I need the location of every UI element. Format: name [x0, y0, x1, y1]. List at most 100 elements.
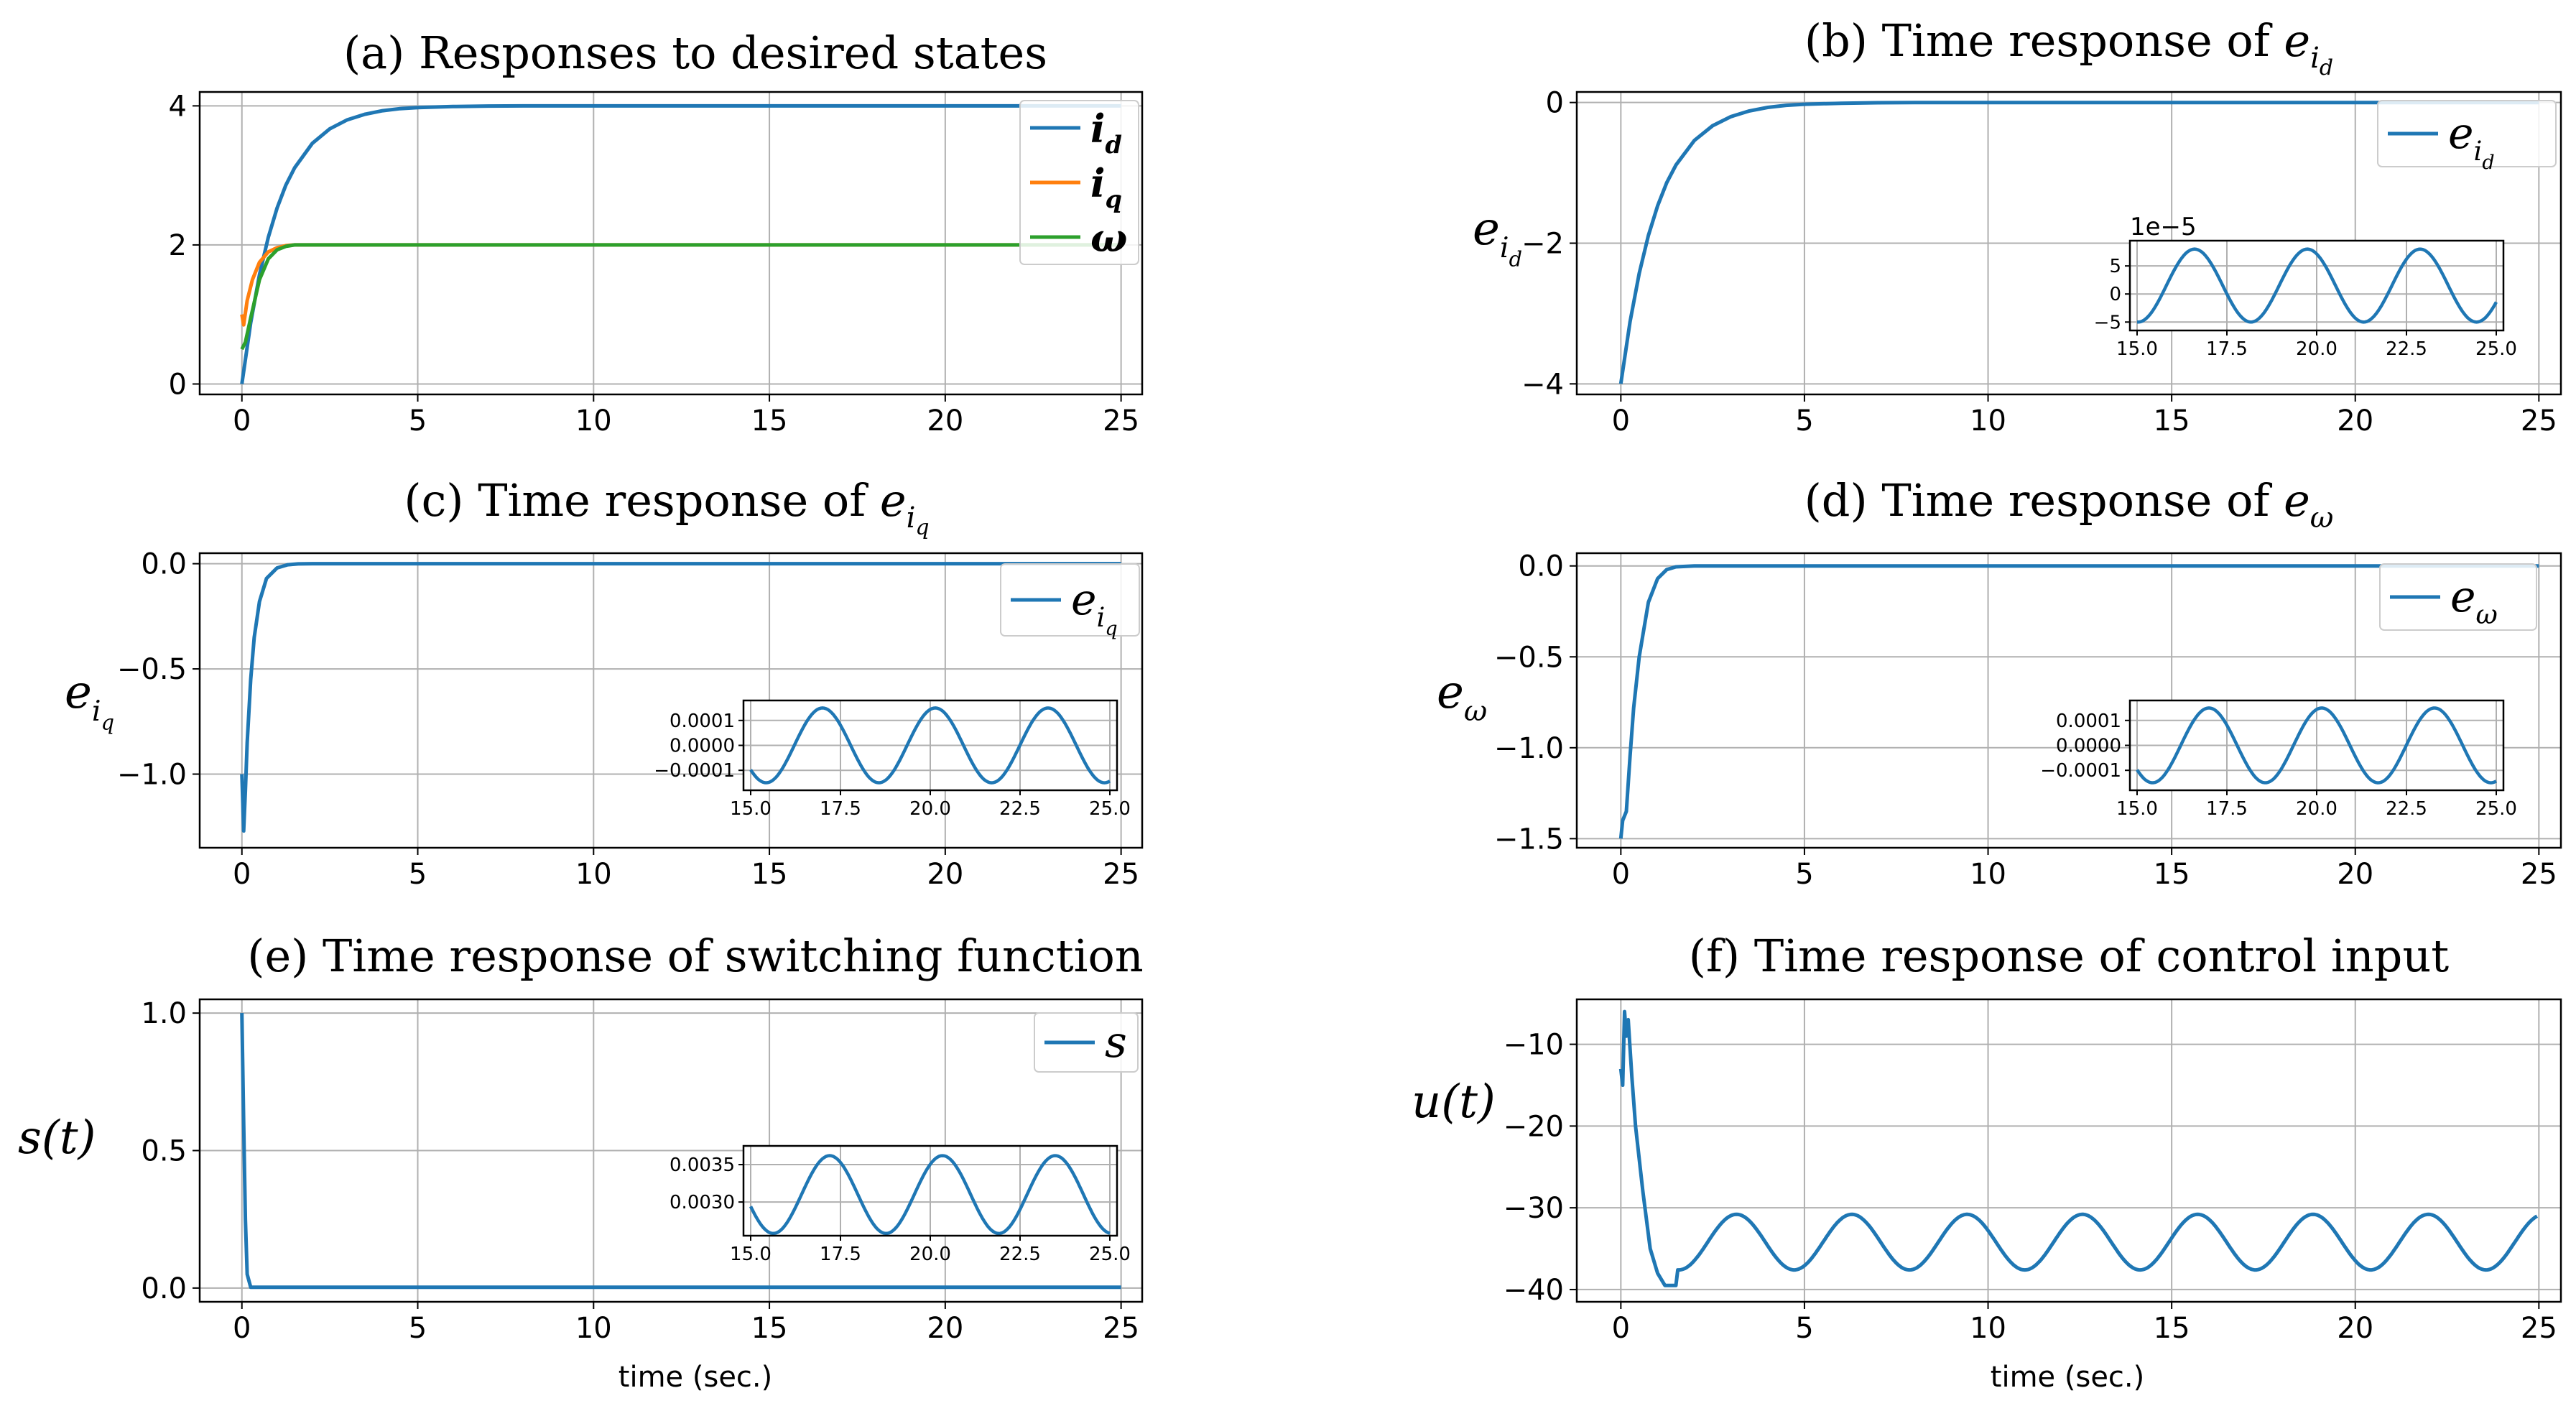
panel-f: (f) Time response of control input 0 5 10 15… — [1412, 930, 2562, 1345]
panel-a-ytick-label: 2 — [169, 229, 187, 262]
inset-xtick-label: 15.0 — [2116, 798, 2158, 820]
panel-d: (d) Time response of eω0 5 10 15 20 250.0−0.5… — [1437, 474, 2562, 891]
legend-label-0: eiq — [1071, 575, 1118, 640]
panel-d-ylabel-main: e — [1437, 666, 1464, 719]
panel-b-ylabel-main: e — [1473, 203, 1500, 256]
panel-c-title-sub: i — [907, 501, 916, 535]
panel-a-title-text: (a) Responses to desired states — [343, 27, 1047, 79]
panel-f-xtick-label: 0 — [1612, 1312, 1630, 1345]
panel-d-frame — [1575, 552, 2562, 849]
panel-f-grid — [1577, 999, 2561, 1302]
legend-label-0-main: e — [1071, 575, 1097, 625]
panel-c-title-sym: e — [880, 474, 907, 527]
panel-a-series-2 — [240, 243, 1121, 351]
panel-c-ytick-label: −1.0 — [117, 759, 187, 792]
panel-b-inset: 15.0 17.5 20.0 22.5 25.0 5 0 −5 1e−5 — [2094, 213, 2517, 360]
panel-b-ylabel: eid — [1473, 203, 1522, 272]
inset-offset-text: 1e−5 — [2130, 213, 2197, 241]
panel-c-xtick-label: 0 — [233, 858, 251, 891]
inset-xtick-label: 17.5 — [2206, 798, 2248, 820]
legend-label-0: eid — [2448, 108, 2495, 174]
panel-a-ytick-label: 4 — [169, 90, 187, 123]
legend-label-0-sub: ω — [2476, 598, 2498, 630]
panel-a-xtick-label: 20 — [927, 404, 963, 438]
inset-ytick-label: 0.0000 — [2056, 736, 2121, 757]
panel-a-xtick-label: 0 — [233, 404, 251, 438]
legend-label-0-main: e — [2450, 572, 2476, 622]
panel-c-title: (c) Time response of eiq — [404, 474, 929, 540]
panel-b-title-text: (b) Time response of — [1804, 14, 2284, 67]
inset-xtick-label: 20.0 — [2296, 338, 2338, 360]
inset-ytick-label: 0.0000 — [670, 736, 735, 757]
panel-b-title-sym: e — [2284, 14, 2310, 67]
legend-label-0-subsub: q — [1105, 618, 1117, 640]
legend-label-0: eω — [2450, 572, 2498, 630]
inset-xtick-label: 17.5 — [820, 1244, 861, 1265]
panel-f-ytick-label: −20 — [1504, 1110, 1564, 1143]
legend-label-0: id — [1090, 106, 1122, 159]
panel-c-frame — [198, 552, 1144, 849]
panel-f-ytick-label: −10 — [1504, 1029, 1564, 1062]
inset-xtick-label: 20.0 — [2296, 798, 2338, 820]
inset-xtick-label: 17.5 — [2206, 338, 2248, 360]
panel-d-xtick-label: 25 — [2521, 858, 2557, 891]
panel-c-inset: 15.0 17.5 20.0 22.5 25.0 0.0001 0.0000 −0.0001 — [654, 699, 1131, 820]
xlabel-bottom-right: time (sec.) — [1991, 1361, 2144, 1394]
panel-d-ytick-label: −1.0 — [1494, 732, 1564, 765]
inset-series — [749, 706, 1111, 785]
panel-f-frame — [1575, 998, 2562, 1303]
panel-d-xtick-label: 0 — [1612, 858, 1630, 891]
panel-d-ylabel-sub: ω — [1464, 695, 1487, 728]
panel-b-ytick-label: 0 — [1546, 87, 1564, 120]
inset-ytick-label: 0.0035 — [670, 1155, 735, 1176]
legend-label-0-sub: d — [1106, 131, 1122, 159]
panel-e-title: (e) Time response of switching function — [247, 930, 1143, 982]
panel-d-title-sub: ω — [2310, 501, 2334, 535]
panel-e-legend: s — [1034, 1012, 1139, 1073]
inset-series — [749, 1154, 1111, 1236]
panel-b-xtick-label: 20 — [2337, 404, 2373, 438]
panel-b-xtick-label: 0 — [1612, 404, 1630, 438]
panel-d-xtick-label: 10 — [1970, 858, 2006, 891]
inset-xtick-label: 25.0 — [1089, 1244, 1131, 1265]
inset-ytick-label: −0.0001 — [2040, 760, 2121, 782]
inset-xtick-label: 15.0 — [730, 798, 772, 820]
panel-f-xtick-label: 10 — [1970, 1312, 2006, 1345]
legend-label-0-sub: i — [2474, 135, 2483, 167]
panel-c-xtick-label: 5 — [409, 858, 427, 891]
panel-b-xtick-label: 5 — [1795, 404, 1813, 438]
panel-c-series-0 — [240, 562, 1121, 833]
inset-xtick-label: 17.5 — [820, 798, 861, 820]
panel-e-ytick-label: 1.0 — [141, 997, 187, 1030]
inset-xtick-label: 22.5 — [999, 1244, 1041, 1265]
inset-xtick-label: 22.5 — [999, 798, 1041, 820]
panel-e-xtick-label: 15 — [751, 1312, 788, 1345]
inset-xtick-label: 15.0 — [2116, 338, 2158, 360]
panel-c-ylabel-subsub: q — [101, 711, 114, 735]
panel-d-series-0 — [1618, 564, 2539, 839]
legend-box — [1000, 563, 1140, 637]
panel-d-title: (d) Time response of eω — [1804, 474, 2334, 535]
inset-ytick-label: 0.0001 — [2056, 711, 2121, 732]
panel-f-title-text: (f) Time response of control input — [1689, 930, 2449, 982]
inset-ytick-label: −5 — [2094, 312, 2121, 333]
panel-a-series-1 — [240, 243, 1121, 327]
panel-c-legend: eiq — [1000, 563, 1140, 640]
legend-label-0-main: e — [2448, 108, 2474, 159]
panel-a-ytick-label: 0 — [169, 368, 187, 401]
panel-d-legend: eω — [2379, 563, 2537, 631]
legend-label-2: ω — [1090, 215, 1127, 261]
panel-b-ytick-label: −4 — [1521, 368, 1564, 401]
legend-label-0: s — [1105, 1017, 1127, 1068]
inset-xtick-label: 15.0 — [730, 1244, 772, 1265]
inset-xtick-label: 22.5 — [2386, 338, 2427, 360]
panel-c-ylabel: eiq — [65, 666, 114, 735]
panel-b-xtick-label: 25 — [2521, 404, 2557, 438]
panel-d-inset: 15.0 17.5 20.0 22.5 25.0 0.0001 0.0000 −0.0001 — [2040, 699, 2517, 820]
xlabel-bottom-left: time (sec.) — [618, 1361, 772, 1394]
